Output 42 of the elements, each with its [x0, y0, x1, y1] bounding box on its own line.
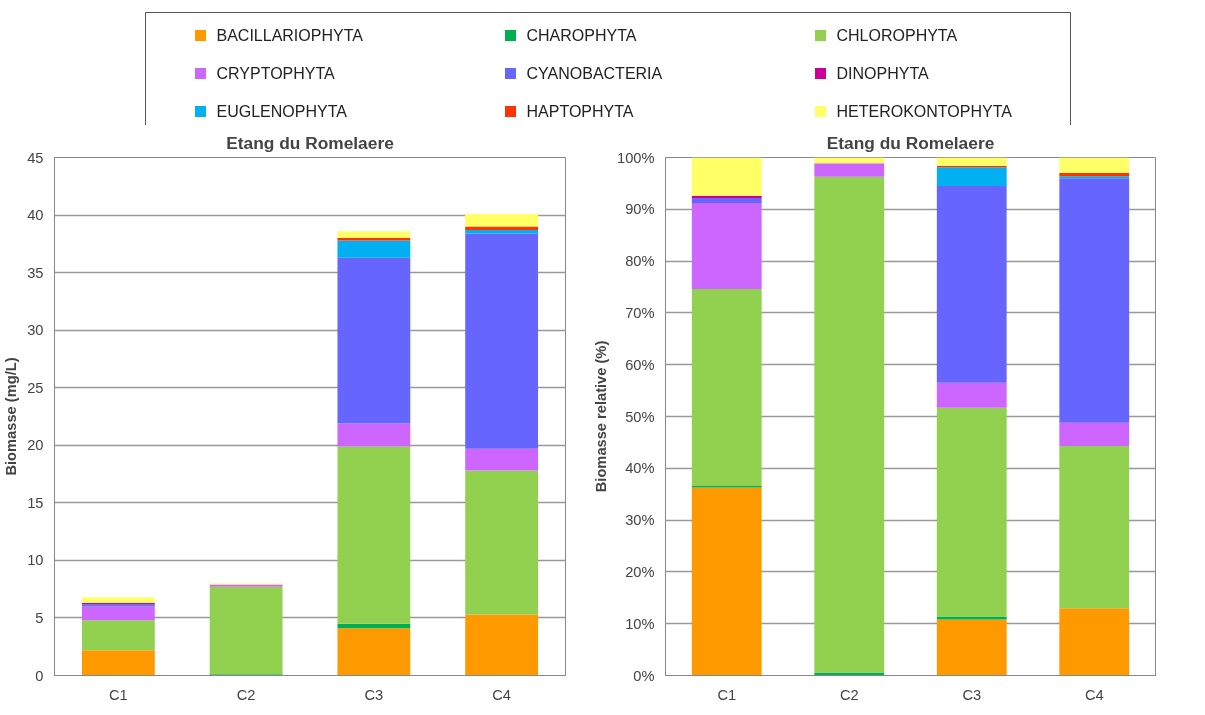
y-tick-label: 0% [633, 667, 655, 684]
legend-label: HETEROKONTOPHYTA [836, 103, 1013, 120]
y-tick-label: 0 [35, 667, 44, 684]
legend-label: CYANOBACTERIA [526, 65, 663, 82]
x-tick-label: C2 [839, 686, 859, 703]
y-tick-label: 60% [625, 356, 655, 373]
y-tick-label: 20 [27, 437, 44, 454]
y-tick-label: 35 [27, 264, 44, 281]
y-tick-label: 10 [27, 552, 44, 569]
x-tick-label: C4 [492, 686, 512, 703]
legend-label: CHLOROPHYTA [836, 27, 958, 44]
x-tick-label: C3 [364, 686, 384, 703]
chart-title: Etang du Romelaere [226, 132, 395, 153]
y-tick-label: 45 [27, 149, 44, 166]
legend-label: CRYPTOPHYTA [216, 65, 336, 82]
y-tick-label: 50% [625, 408, 655, 425]
x-tick-label: C1 [109, 686, 128, 703]
y-tick-label: 40% [625, 460, 655, 477]
y-tick-label: 40 [27, 207, 44, 224]
y-tick-label: 80% [625, 253, 655, 270]
y-tick-label: 100% [617, 149, 655, 166]
legend-label: EUGLENOPHYTA [216, 103, 348, 120]
y-tick-label: 30 [27, 322, 44, 339]
y-tick-label: 10% [625, 615, 655, 632]
y-tick-label: 15 [27, 494, 44, 511]
y-tick-label: 90% [625, 201, 655, 218]
legend-label: HAPTOPHYTA [526, 103, 634, 120]
x-tick-label: C2 [236, 686, 256, 703]
y-tick-label: 30% [625, 512, 655, 529]
y-axis-title: Biomasse (mg/L) [3, 357, 20, 476]
x-tick-label: C3 [962, 686, 982, 703]
y-tick-label: 70% [625, 304, 655, 321]
x-tick-label: C4 [1084, 686, 1104, 703]
legend-label: BACILLARIOPHYTA [216, 27, 364, 44]
y-tick-label: 5 [35, 609, 44, 626]
legend-label: DINOPHYTA [836, 65, 929, 82]
x-tick-label: C1 [717, 686, 737, 703]
legend-label: CHAROPHYTA [526, 27, 637, 44]
y-axis-title: Biomasse relative (%) [593, 340, 610, 493]
y-tick-label: 25 [27, 379, 44, 396]
y-tick-label: 20% [625, 563, 655, 580]
chart-title: Etang du Romelaere [826, 132, 995, 153]
